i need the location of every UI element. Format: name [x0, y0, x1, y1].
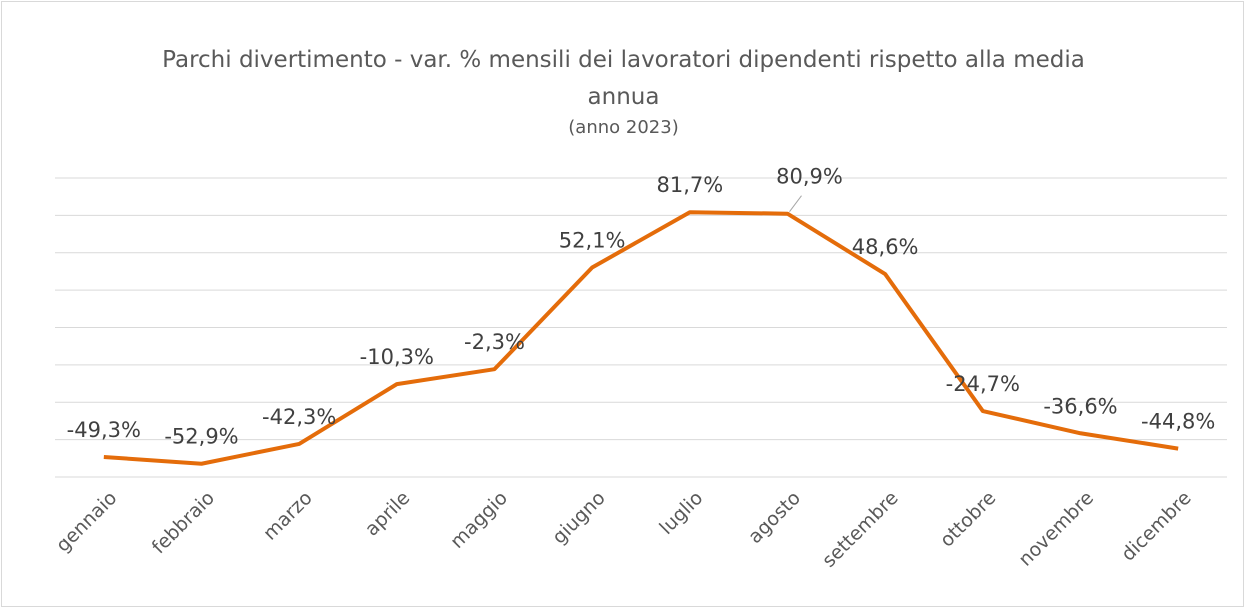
x-tick-label: giugno	[548, 487, 610, 549]
data-label: -42,3%	[262, 405, 336, 429]
data-label: 81,7%	[656, 173, 723, 197]
data-label: -49,3%	[67, 418, 141, 442]
x-tick-label: marzo	[259, 487, 317, 545]
x-tick-label: ottobre	[936, 487, 1001, 552]
line	[103, 210, 1179, 466]
data-label: -10,3%	[360, 345, 434, 369]
data-label: 80,9%	[776, 165, 843, 189]
data-label: 52,1%	[559, 229, 626, 253]
x-tick-label: maggio	[446, 487, 512, 553]
x-tick-label: luglio	[655, 487, 707, 539]
data-label: -44,8%	[1141, 410, 1215, 434]
data-label: -24,7%	[946, 372, 1020, 396]
x-tick-label: settembre	[818, 487, 903, 572]
data-label: -2,3%	[464, 330, 525, 354]
x-tick-label: dicembre	[1117, 487, 1196, 566]
data-label: -36,6%	[1043, 394, 1117, 418]
x-tick-label: febbraio	[148, 487, 219, 558]
x-tick-label: gennaio	[52, 487, 122, 557]
data-label: 48,6%	[852, 235, 919, 259]
chart-title: Parchi divertimento - var. % mensili dei…	[162, 47, 1085, 110]
x-tick-label: agosto	[744, 487, 805, 548]
leader-line	[789, 195, 802, 212]
data-label: -52,9%	[164, 425, 238, 449]
x-tick-label: aprile	[361, 487, 415, 541]
chart-subtitle: (anno 2023)	[568, 117, 679, 138]
x-tick-label: novembre	[1014, 487, 1098, 571]
